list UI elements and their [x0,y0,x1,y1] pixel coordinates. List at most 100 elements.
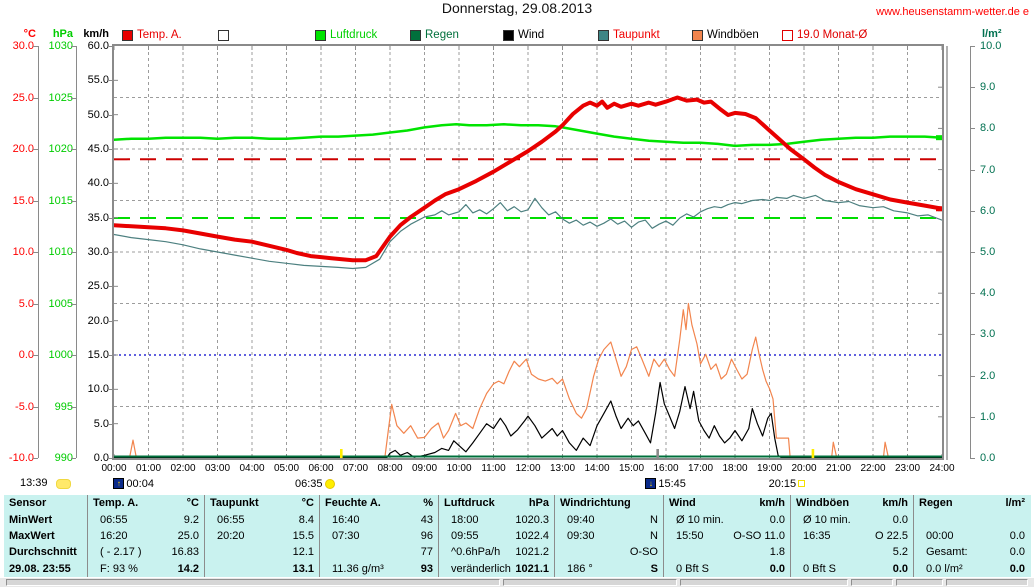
table-row: Ø 10 min. 0.0 [664,511,790,527]
rain-axis-tick [970,210,975,212]
pressure-axis-tick-label: 1005 [48,297,73,310]
temp-axis-tick-label: -5.0 [15,400,34,413]
table-row: 0 Bft S 0.0 [664,561,790,577]
table-row-label-text: Sensor [9,497,47,510]
temp-axis-unit: °C [23,28,36,40]
pressure-axis-line [76,46,77,458]
legend-label: Windböen [707,29,759,41]
table-column-Temp. A.: Temp. A. °C 06:55 9.2 16:20 25.0 ( - 2.17 ) 16.… [87,495,204,577]
wind-axis-tick [109,149,114,150]
cell-value: 13.1 [292,562,314,575]
wind-axis-tick-label: 25.0 [87,280,109,293]
wind-axis-tick [109,46,114,47]
column-unit: °C [301,497,314,510]
cell-value: 93 [420,562,433,575]
table-row: 13.1 [205,561,319,577]
table-row: 06:55 8.4 [205,511,319,527]
cell-label: Gesamt: [926,546,968,559]
wind-axis-tick-label: 0.0 [93,452,109,464]
legend-item[interactable]: 19.0 Monat-Ø [782,28,867,42]
rain-axis-unit: l/m² [982,28,1002,40]
x-axis-tick-label: 17:00 [687,463,714,474]
x-axis-tick-label: 20:00 [791,463,817,474]
column-unit: hPa [528,497,549,510]
x-axis-tick-label: 00:00 [101,463,127,474]
legend-item[interactable]: Temp. A. [122,28,182,42]
rain-axis-tick-label: 9.0 [980,81,996,94]
temp-axis-tick-label: 5.0 [18,297,34,310]
cell-value: 1022.4 [515,529,549,542]
rain-axis-tick [970,46,975,47]
legend-item[interactable] [218,28,233,42]
pressure-axis-tick [71,355,76,356]
Luftdruck-legend-swatch-icon [315,29,326,41]
plot-outer-edge [946,46,948,460]
legend-item[interactable]: Regen [410,28,459,42]
status-bar-segment [896,579,943,586]
cell-value: 16.83 [171,546,199,559]
temp-axis-tick-label: 25.0 [12,91,34,104]
cell-value: 25.0 [177,529,199,542]
website-link[interactable]: www.heusenstamm-wetter.de e [876,6,1029,18]
table-row: 16:20 25.0 [88,528,204,544]
wind-axis-tick-label: 10.0 [87,383,109,396]
x-axis-tick-label: 18:00 [722,463,748,474]
astro-time-tick [811,449,815,458]
cell-value: 0.0 [892,513,908,526]
column-name: Windrichtung [560,497,631,510]
wind-axis-tick [109,458,114,459]
current-value-marker [936,135,942,141]
rain-axis-tick-label: 7.0 [980,163,996,176]
astro-event-time: 20:15 [768,477,797,490]
cell-label: 16:35 [803,529,831,542]
legend-item[interactable]: Wind [503,28,544,42]
cell-value: 9.2 [183,513,199,526]
table-column-header: Feuchte A.% [320,495,438,511]
series-line-Luftdruck [114,123,942,148]
cell-label: 09:55 [451,529,479,542]
status-bar-segment [946,579,1028,586]
legend-item[interactable]: Windböen [692,28,759,42]
pressure-axis-tick [71,458,76,459]
rain-axis-tick [970,252,975,253]
cell-value: O-SO [629,546,658,559]
rain-axis-tick [970,169,975,171]
table-row-label: Sensor [4,495,87,511]
cell-label: Ø 10 min. [676,513,724,526]
series-line-Taupunkt [114,194,942,270]
table-row: ( - 2.17 ) 16.83 [88,544,204,560]
legend-label: Regen [425,29,459,41]
pressure-axis-unit: hPa [52,28,73,40]
Taupunkt-legend-swatch-icon [598,29,609,41]
column-name: Wind [669,497,696,510]
temp-axis-tick [33,355,38,356]
cell-value: N [650,529,658,542]
table-column-Luftdruck: Luftdruck hPa 18:00 1020.3 09:55 1022.4 ^0.6hP… [438,495,554,577]
x-axis-tick-label: 03:00 [204,463,231,474]
legend-item[interactable]: Taupunkt [598,28,660,42]
status-bar-segment [6,579,500,586]
x-axis-tick-label: 23:00 [894,463,921,474]
cell-label: veränderlich [451,562,511,575]
wind-axis-tick [109,286,114,288]
table-row: 1.8 [664,544,790,560]
temp-axis-tick-label: 10.0 [12,246,34,258]
table-row: 16:35 O 22.5 [791,528,913,544]
legend-item[interactable]: Luftdruck [315,28,377,42]
wind-axis-tick [109,252,114,253]
wind-axis-tick [109,80,114,82]
wind-axis-tick-label: 55.0 [87,74,109,87]
cell-label: 06:55 [217,513,245,526]
wind-axis-tick-label: 60.0 [87,40,109,52]
table-row: 09:55 1022.4 [439,528,554,544]
wind-axis-tick [109,320,114,322]
pressure-axis-tick [71,46,76,47]
pressure-axis-tick [71,303,76,305]
cell-value: 1021.1 [515,562,549,575]
column-name: Taupunkt [210,497,259,510]
legend-label: Taupunkt [613,29,660,41]
column-unit: l/m² [1005,497,1025,510]
cell-label: 18:00 [451,513,479,526]
x-axis-tick-label: 15:00 [618,463,645,474]
table-row-label-text: Durchschnitt [9,546,77,559]
